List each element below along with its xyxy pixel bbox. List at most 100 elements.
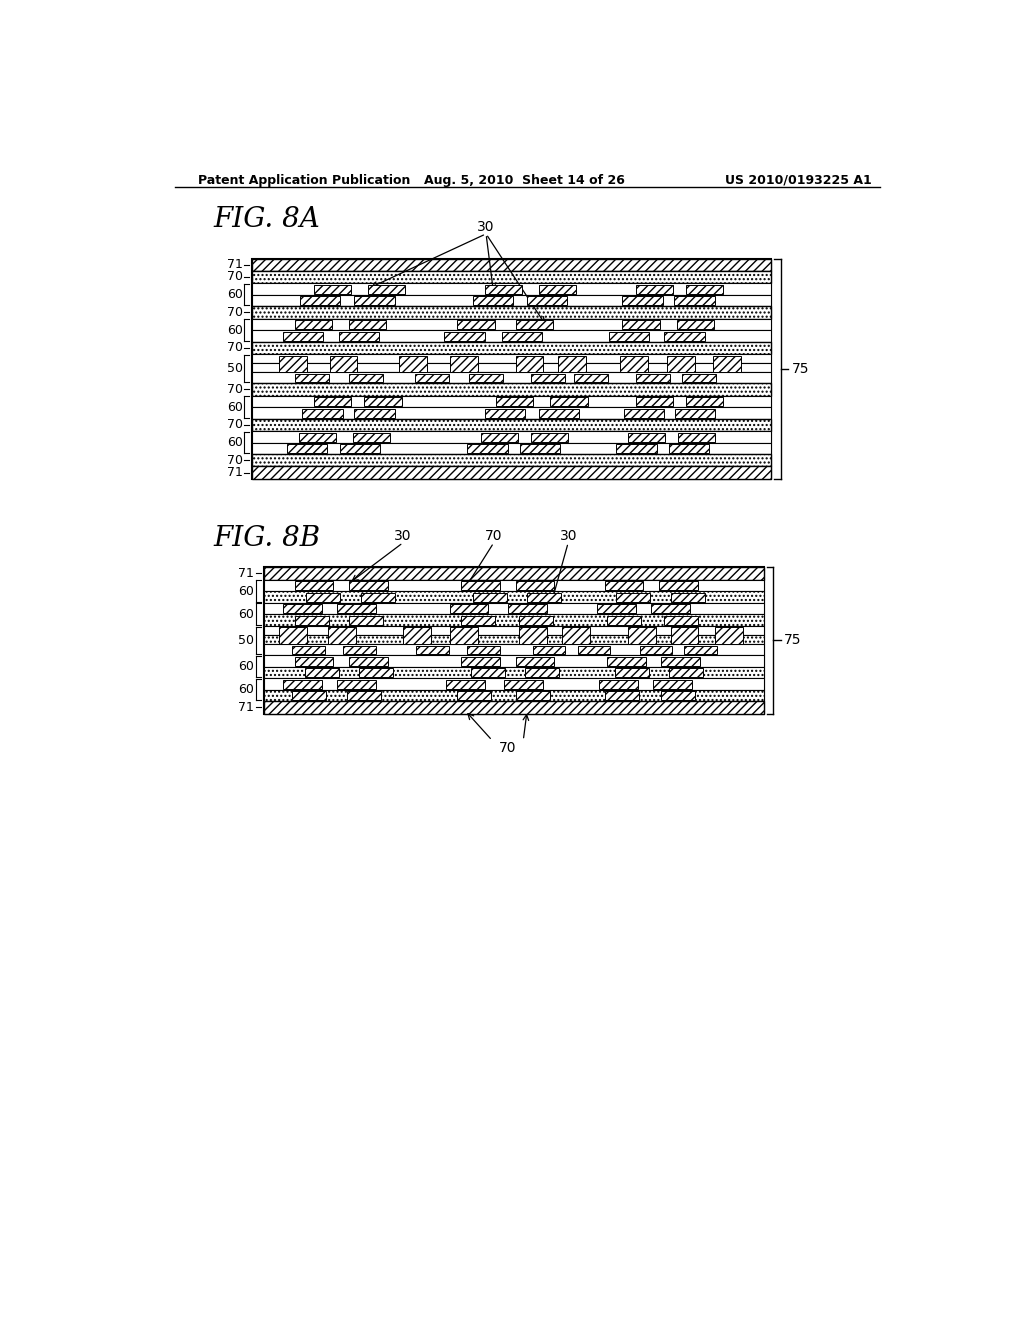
Bar [616, 444, 656, 453]
Bar [292, 645, 325, 655]
Text: 60: 60 [239, 585, 254, 598]
Bar [359, 668, 393, 677]
Bar [662, 692, 695, 701]
Bar [539, 285, 575, 294]
Bar [263, 591, 764, 603]
Bar [675, 409, 716, 418]
Bar [624, 409, 665, 418]
Text: FIG. 8B: FIG. 8B [213, 525, 321, 552]
Text: 60: 60 [227, 323, 243, 337]
Bar [616, 593, 650, 602]
Bar [300, 296, 340, 305]
Bar [365, 397, 401, 407]
Bar [346, 692, 381, 701]
Bar [252, 294, 771, 306]
Bar [337, 605, 376, 614]
Bar [263, 644, 764, 655]
Bar [519, 615, 554, 626]
Bar [515, 656, 554, 665]
Bar [467, 444, 508, 453]
Bar [515, 581, 554, 590]
Text: 71: 71 [239, 566, 254, 579]
Bar [669, 444, 710, 453]
Bar [252, 259, 771, 271]
Text: 30: 30 [559, 528, 577, 543]
Bar [280, 355, 307, 372]
Bar [292, 692, 327, 701]
Bar [471, 668, 505, 677]
Bar [349, 615, 383, 626]
Bar [578, 645, 610, 655]
Text: 30: 30 [477, 220, 495, 234]
Bar [444, 331, 484, 341]
Bar [450, 605, 488, 614]
Bar [686, 285, 723, 294]
Text: Patent Application Publication: Patent Application Publication [198, 174, 411, 187]
Bar [287, 444, 328, 453]
Bar [597, 605, 636, 614]
Bar [524, 668, 559, 677]
Bar [314, 285, 351, 294]
Text: 60: 60 [239, 607, 254, 620]
Bar [667, 355, 694, 372]
Bar [562, 627, 590, 644]
Text: 70: 70 [226, 454, 243, 467]
Text: 60: 60 [239, 660, 254, 673]
Bar [527, 593, 561, 602]
Bar [263, 568, 764, 579]
Bar [263, 614, 764, 626]
Bar [623, 296, 663, 305]
Bar [716, 627, 743, 644]
Bar [252, 454, 771, 466]
Bar [527, 296, 567, 305]
Bar [252, 318, 771, 330]
Bar [330, 355, 357, 372]
Bar [252, 342, 771, 354]
Bar [550, 397, 588, 407]
Bar [349, 656, 388, 665]
Bar [252, 466, 771, 479]
Bar [684, 645, 717, 655]
Bar [299, 433, 336, 442]
Bar [252, 284, 771, 294]
Text: 60: 60 [227, 436, 243, 449]
Bar [515, 321, 553, 330]
Text: 71: 71 [239, 701, 254, 714]
Bar [252, 330, 771, 342]
Bar [305, 668, 339, 677]
Text: 70: 70 [499, 741, 516, 755]
Bar [607, 656, 646, 665]
Bar [263, 689, 764, 701]
Text: Aug. 5, 2010  Sheet 14 of 26: Aug. 5, 2010 Sheet 14 of 26 [424, 174, 626, 187]
Text: 71: 71 [227, 466, 243, 479]
Bar [473, 593, 507, 602]
Bar [263, 579, 764, 591]
Bar [461, 581, 500, 590]
Bar [252, 407, 771, 418]
Bar [658, 581, 697, 590]
Text: 70: 70 [226, 383, 243, 396]
Bar [640, 645, 672, 655]
Bar [671, 627, 698, 644]
Bar [252, 363, 771, 372]
Bar [573, 374, 607, 383]
Bar [283, 331, 324, 341]
Bar [519, 627, 547, 644]
Text: 70: 70 [226, 342, 243, 354]
Bar [295, 656, 334, 665]
Bar [252, 418, 771, 430]
Bar [314, 397, 351, 407]
Text: 75: 75 [792, 362, 809, 376]
Bar [469, 374, 503, 383]
Bar [252, 271, 771, 284]
Bar [531, 374, 565, 383]
Bar [263, 678, 764, 689]
Bar [263, 655, 764, 667]
Bar [450, 355, 477, 372]
Bar [417, 645, 449, 655]
Bar [665, 331, 705, 341]
Bar [461, 615, 496, 626]
Bar [252, 372, 771, 383]
Bar [520, 444, 560, 453]
Bar [484, 409, 524, 418]
